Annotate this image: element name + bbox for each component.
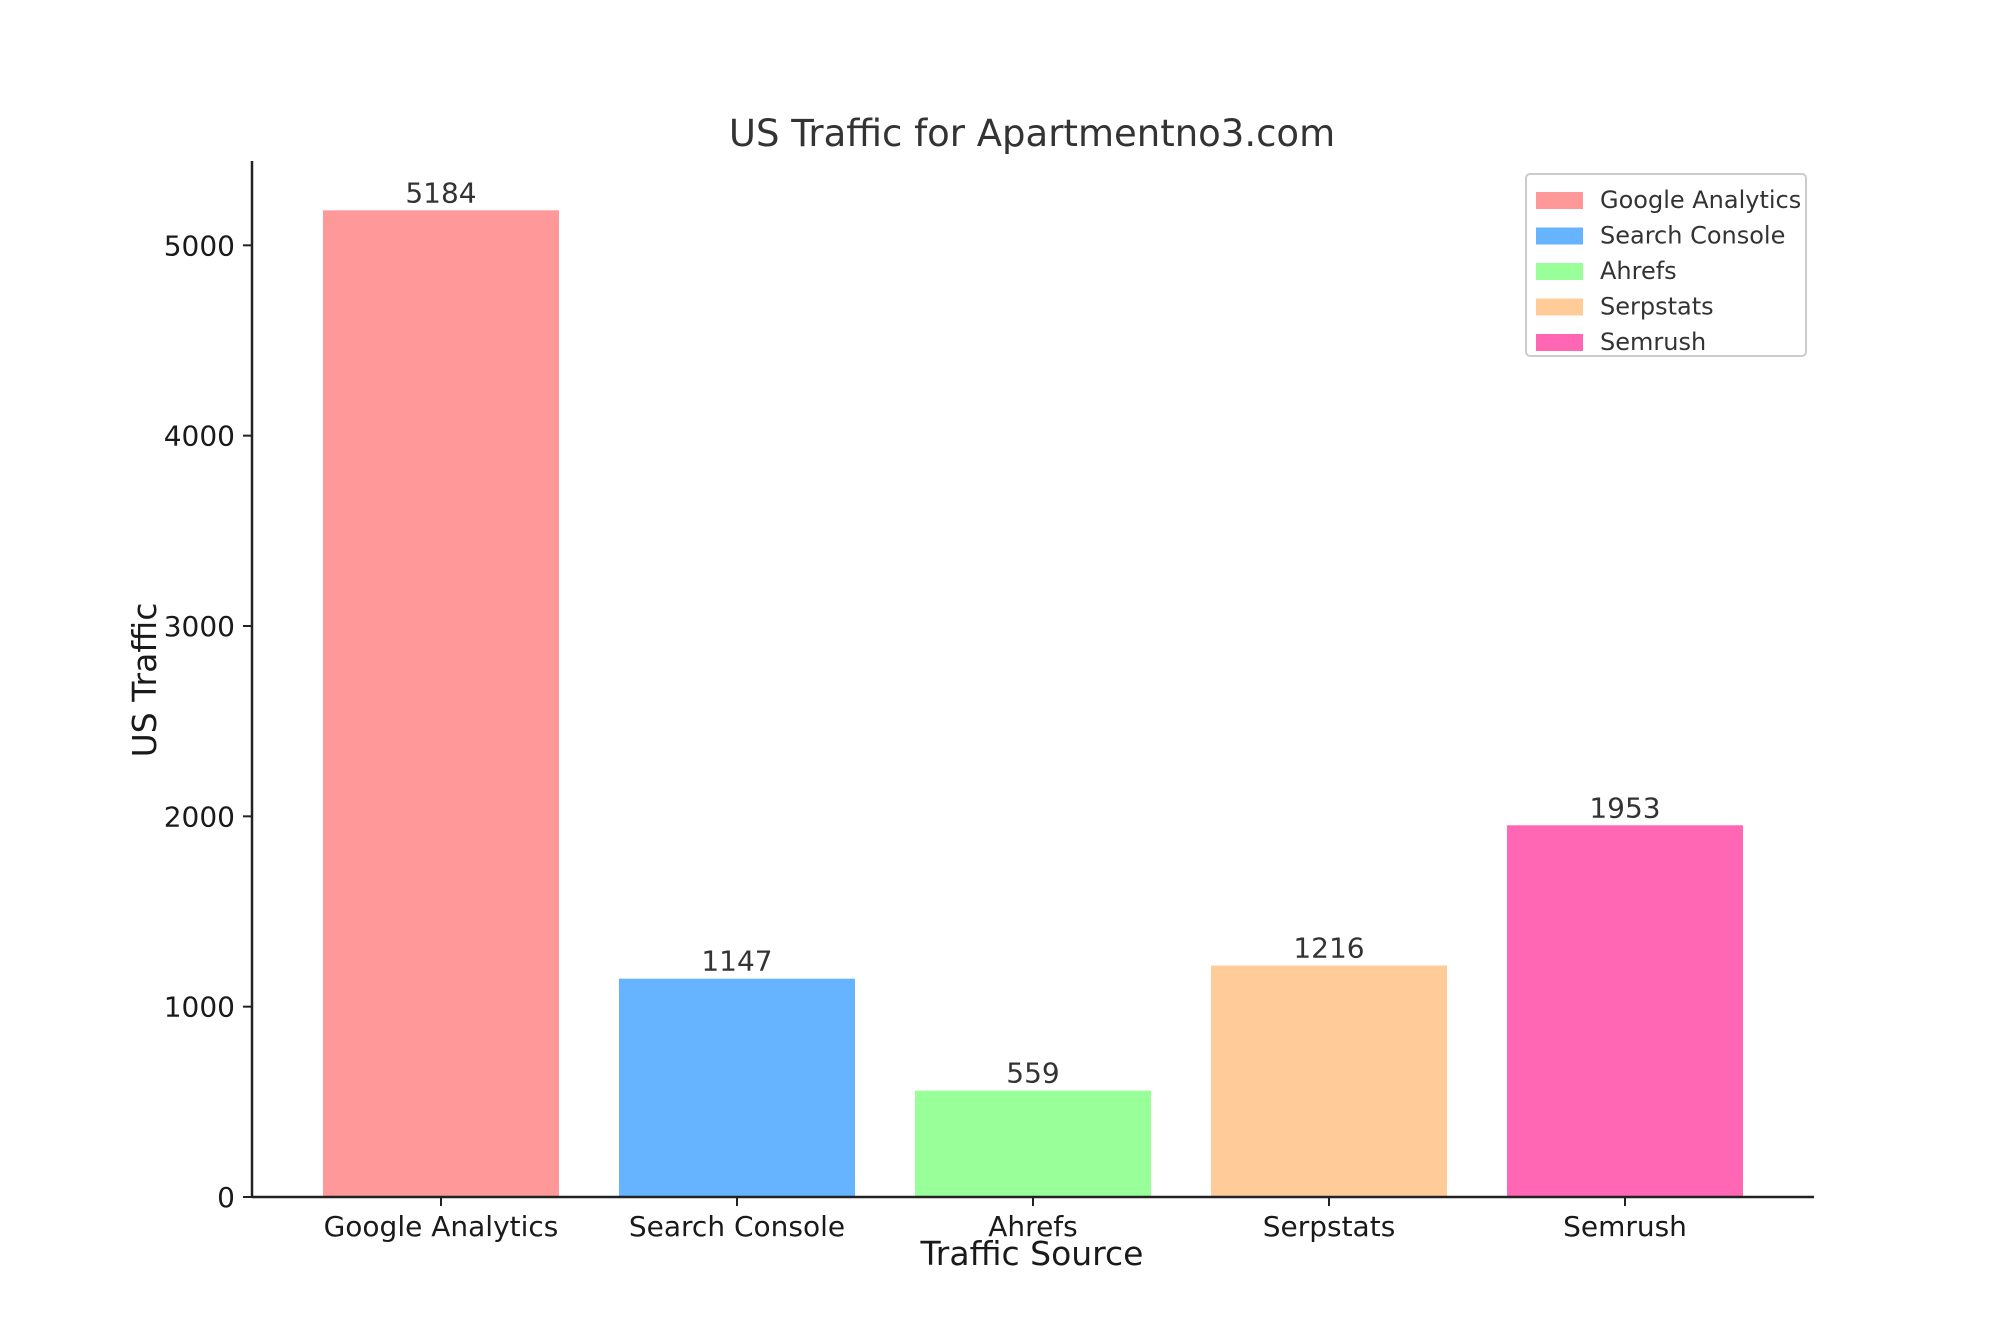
legend-swatch xyxy=(1536,263,1583,280)
x-tick-label: Google Analytics xyxy=(324,1210,559,1243)
x-axis-label: Traffic Source xyxy=(920,1234,1144,1273)
y-tick-label: 3000 xyxy=(164,610,235,643)
y-axis-ticks: 0 1000 2000 3000 4000 5000 xyxy=(164,229,252,1214)
legend: Google Analytics Search Console Ahrefs Serp… xyxy=(1525,173,1807,357)
legend-swatch xyxy=(1536,298,1583,316)
y-tick-label: 2000 xyxy=(164,800,235,833)
y-tick-label: 1000 xyxy=(164,991,235,1024)
bar xyxy=(323,210,559,1198)
x-tick-label: Serpstats xyxy=(1263,1210,1396,1243)
x-axis-ticks: Google Analytics Search Console Ahrefs Serp… xyxy=(324,1197,1687,1243)
bar xyxy=(915,1090,1151,1197)
legend-label: Search Console xyxy=(1600,222,1785,250)
y-tick-label: 5000 xyxy=(164,229,235,262)
y-tick-label: 0 xyxy=(217,1181,235,1214)
x-tick-label: Semrush xyxy=(1563,1210,1687,1243)
bar-value-label: 1216 xyxy=(1293,932,1364,965)
legend-swatch xyxy=(1536,192,1583,209)
x-tick-label: Ahrefs xyxy=(988,1210,1077,1243)
legend-frame xyxy=(1525,173,1807,357)
legend-label: Ahrefs xyxy=(1600,257,1677,285)
bar xyxy=(1211,965,1447,1197)
chart-title: US Traffic for Apartmentno3.com xyxy=(729,112,1335,155)
bar-value-label: 559 xyxy=(1006,1057,1059,1090)
legend-swatch xyxy=(1536,227,1583,245)
legend-label: Google Analytics xyxy=(1600,186,1801,214)
bar-value-label: 5184 xyxy=(405,176,476,209)
bar xyxy=(1507,825,1743,1197)
x-tick-label: Search Console xyxy=(629,1210,845,1243)
bar-value-label: 1953 xyxy=(1589,791,1660,824)
bar-value-label: 1147 xyxy=(701,945,772,978)
bars-group: 5184 1147 559 1216 1953 xyxy=(323,176,1743,1198)
legend-label: Serpstats xyxy=(1600,293,1714,321)
bar xyxy=(619,978,855,1197)
y-axis-label: US Traffic xyxy=(125,603,164,758)
legend-label: Semrush xyxy=(1600,328,1706,356)
legend-swatch xyxy=(1536,334,1583,351)
y-tick-label: 4000 xyxy=(164,420,235,453)
